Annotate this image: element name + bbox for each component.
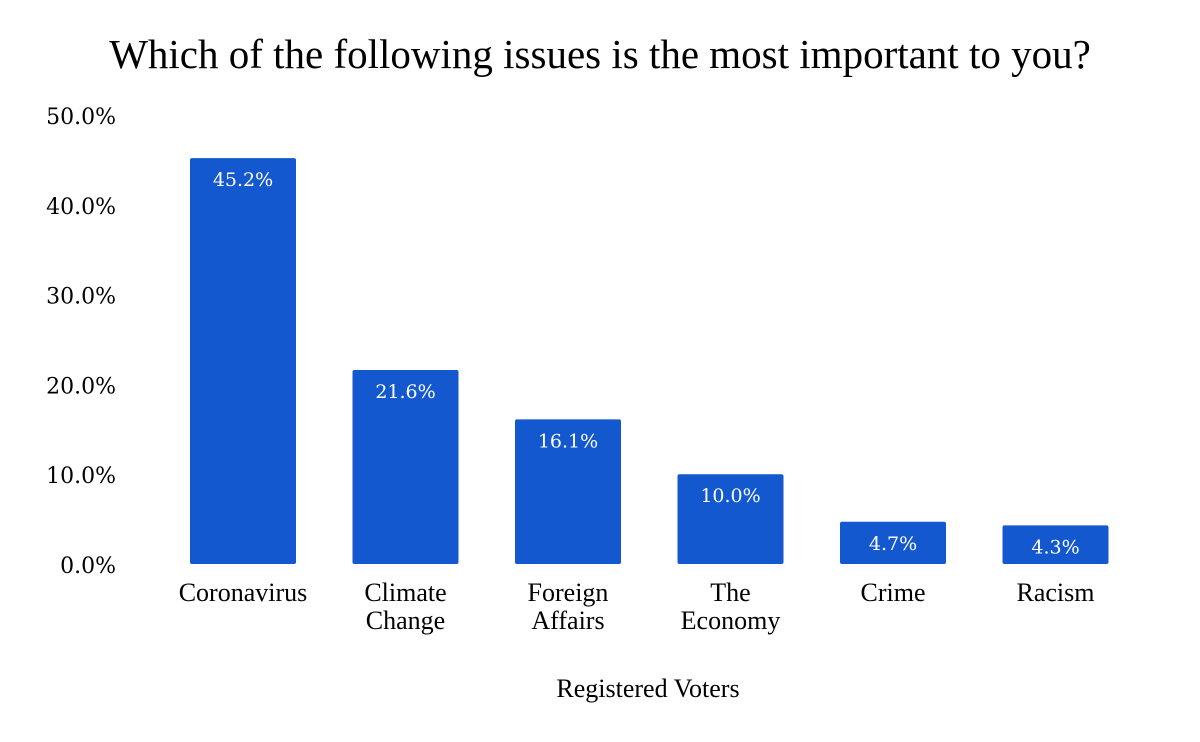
x-tick-label: Coronavirus	[179, 578, 308, 607]
chart-title: Which of the following issues is the mos…	[109, 31, 1091, 77]
data-label: 16.1%	[538, 430, 598, 452]
bar	[515, 419, 621, 564]
bar	[840, 521, 946, 564]
bar	[1002, 525, 1109, 564]
x-tick-label: The	[710, 578, 750, 607]
data-label: 4.3%	[1031, 536, 1079, 558]
bar	[677, 474, 784, 564]
bars: 45.2% 21.6% 16.1% 10.0% 4.7% 4.3%	[190, 158, 1109, 564]
y-tick-label: 40.0%	[46, 195, 116, 220]
x-tick-label: Climate	[364, 578, 446, 607]
data-label: 4.7%	[869, 533, 917, 555]
y-tick-label: 10.0%	[46, 464, 116, 489]
y-axis: 0.0% 10.0% 20.0% 30.0% 40.0% 50.0%	[46, 105, 116, 579]
data-label: 21.6%	[375, 381, 435, 403]
y-tick-label: 50.0%	[46, 105, 116, 130]
x-axis-label: Registered Voters	[556, 674, 740, 703]
data-label: 45.2%	[213, 169, 273, 191]
y-tick-label: 30.0%	[46, 285, 116, 310]
x-tick-label: Crime	[861, 578, 926, 607]
y-tick-label: 0.0%	[60, 554, 116, 579]
x-tick-label: Change	[366, 606, 445, 635]
x-tick-label: Racism	[1017, 578, 1095, 607]
x-tick-label: Foreign	[528, 578, 609, 607]
data-label: 10.0%	[700, 485, 760, 507]
x-tick-label: Economy	[681, 606, 781, 635]
bar	[352, 370, 459, 564]
x-tick-label: Affairs	[531, 606, 604, 635]
y-tick-label: 20.0%	[46, 374, 116, 399]
bar	[190, 158, 296, 564]
